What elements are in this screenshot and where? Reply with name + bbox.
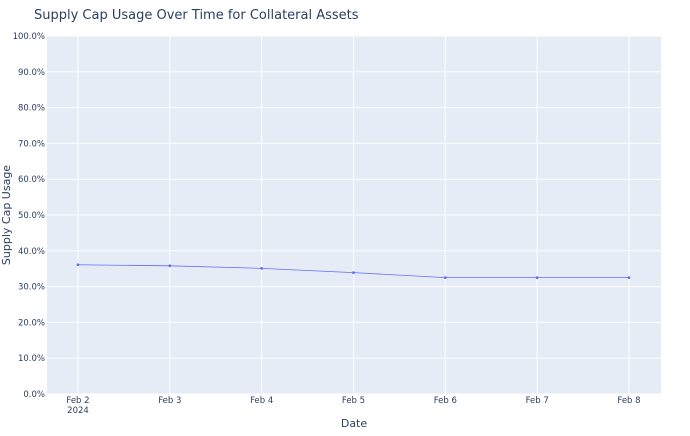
x-tick-label: Feb 3 xyxy=(158,396,181,406)
data-point[interactable] xyxy=(76,263,80,267)
y-tick-label: 20.0% xyxy=(18,318,45,328)
y-tick-label: 40.0% xyxy=(18,247,45,257)
series-layer xyxy=(76,263,631,280)
y-tick-label: 0.0% xyxy=(23,390,45,400)
y-tick-label: 30.0% xyxy=(18,283,45,293)
x-tick-label: Feb 2 xyxy=(66,396,89,406)
data-point[interactable] xyxy=(535,276,539,280)
x-tick-label: Feb 4 xyxy=(250,396,273,406)
grid-lines xyxy=(47,35,661,395)
y-tick-label: 50.0% xyxy=(18,211,45,221)
y-axis-ticks: 0.0% 10.0% 20.0% 30.0% 40.0% 50.0% 60.0% 70.0% 8… xyxy=(13,32,45,400)
x-tick-label: Feb 8 xyxy=(617,396,640,406)
y-axis-title: Supply Cap Usage xyxy=(0,165,13,265)
x-axis-title: Date xyxy=(341,417,368,430)
x-tick-label: Feb 6 xyxy=(434,396,457,406)
y-tick-label: 10.0% xyxy=(18,354,45,364)
y-tick-label: 70.0% xyxy=(18,139,45,149)
x-tick-label: Feb 5 xyxy=(342,396,365,406)
chart-title: Supply Cap Usage Over Time for Collatera… xyxy=(34,8,359,23)
x-tick-sublabel: 2024 xyxy=(67,406,89,416)
data-point[interactable] xyxy=(260,266,264,270)
data-point[interactable] xyxy=(352,271,355,275)
data-point[interactable] xyxy=(627,276,631,280)
y-tick-label: 60.0% xyxy=(18,175,45,185)
data-point[interactable] xyxy=(168,264,172,268)
y-tick-label: 80.0% xyxy=(18,104,45,114)
x-tick-label: Feb 7 xyxy=(526,396,549,406)
data-point[interactable] xyxy=(443,276,447,280)
y-tick-label: 90.0% xyxy=(18,68,45,78)
y-tick-label: 100.0% xyxy=(13,32,45,42)
